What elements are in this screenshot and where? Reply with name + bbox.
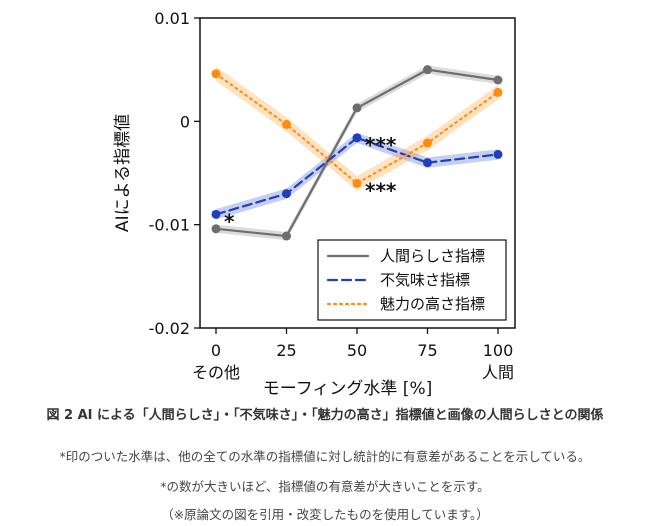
series-lines <box>214 68 500 238</box>
significance-marker: *** <box>365 133 397 157</box>
data-point <box>423 158 432 168</box>
legend-label: 魅力の高さ指標 <box>380 295 485 313</box>
data-point <box>493 87 503 97</box>
series-points <box>211 65 503 241</box>
y-tick-label: 0.01 <box>154 9 190 28</box>
y-axis-label: AIによる指標値 <box>113 114 133 232</box>
legend-label: 不気味さ指標 <box>380 271 470 289</box>
data-point <box>211 224 221 234</box>
y-tick-label: -0.02 <box>149 319 190 338</box>
data-point <box>352 133 362 143</box>
x-tick-label: 25 <box>276 341 296 360</box>
y-axis-ticks: 0.01 0 -0.01 -0.02 <box>149 9 200 338</box>
data-point <box>211 209 221 219</box>
x-tick-label: 50 <box>347 341 367 360</box>
series-line <box>215 72 499 185</box>
x-axis-label: モーフィング水準 [%] <box>263 379 432 399</box>
data-point <box>423 138 432 148</box>
data-point <box>282 231 291 241</box>
x-tick-label: 75 <box>417 341 437 360</box>
y-tick-label: 0 <box>180 112 190 131</box>
x-axis-ticks: 0 その他 25 50 75 100 人間 <box>192 328 514 382</box>
figure-caption-note-stars: *の数が大きいほど、指標値の有意差が大きいことを示す。 <box>160 479 490 494</box>
line-chart: 0.01 0 -0.01 -0.02 0 その他 25 50 75 100 人間 AIによる指標値… <box>113 9 516 399</box>
figure-caption-note-source: （※原論文の図を引用・改変したものを使用しています。） <box>161 507 489 522</box>
x-tick-label: 0 <box>211 341 221 360</box>
series-band <box>216 66 498 191</box>
legend-label: 人間らしさ指標 <box>380 247 485 265</box>
significance-marker: * <box>224 209 235 233</box>
data-point <box>282 189 291 199</box>
data-point <box>211 69 221 79</box>
x-tick-sublabel: その他 <box>192 363 240 382</box>
data-point <box>352 103 362 113</box>
data-point <box>493 75 503 85</box>
figure-caption-note-significance: *印のついた水準は、他の全ての水準の指標値に対し統計的に有意差があることを示して… <box>59 449 591 464</box>
significance-annotations: ******* <box>224 133 397 233</box>
data-point <box>282 119 291 129</box>
series-band <box>216 65 498 241</box>
figure-caption-title: 図 2 AI による「人間らしさ」・「不気味さ」・「魅力の高さ」指標値と画像の人… <box>46 408 604 423</box>
y-tick-label: -0.01 <box>149 216 190 235</box>
significance-marker: *** <box>365 178 397 202</box>
data-point <box>423 65 432 75</box>
x-tick-sublabel: 人間 <box>482 363 514 382</box>
confidence-bands <box>216 65 498 241</box>
data-point <box>352 178 362 188</box>
series-line <box>214 68 500 238</box>
data-point <box>493 149 503 159</box>
x-tick-label: 100 <box>483 341 514 360</box>
